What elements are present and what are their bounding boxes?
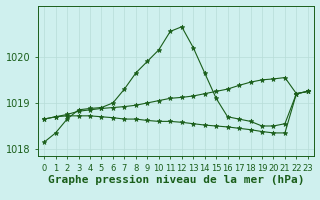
X-axis label: Graphe pression niveau de la mer (hPa): Graphe pression niveau de la mer (hPa) (48, 175, 304, 185)
